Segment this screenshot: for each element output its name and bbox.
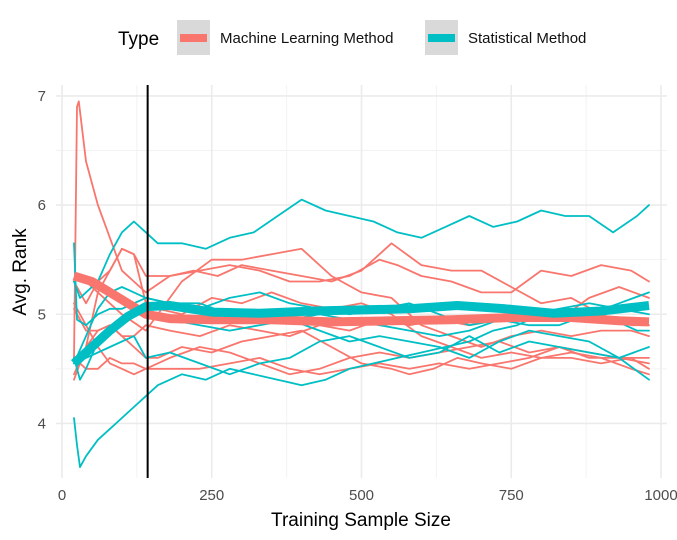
x-tick-label: 1000	[644, 487, 677, 504]
x-tick-label: 500	[349, 487, 374, 504]
machine-learning-series-line-0	[73, 247, 650, 348]
statistical-series-line-12	[73, 335, 650, 376]
machine-learning-series-line-1	[73, 100, 650, 359]
x-tick-label: 0	[58, 487, 66, 504]
x-axis-title: Training Sample Size	[271, 510, 451, 531]
series-layer	[70, 100, 650, 469]
y-tick-label: 6	[38, 197, 46, 214]
y-tick-label: 7	[38, 88, 46, 105]
tick-labels: 0 250 500 750 1000 4 5 6 7	[38, 88, 677, 504]
y-axis-title: Avg. Rank	[10, 228, 31, 316]
legend-title: Type	[118, 29, 159, 50]
legend-label-statistical: Statistical Method	[468, 30, 586, 47]
y-tick-label: 5	[38, 306, 46, 323]
machine-learning-series-line-7	[73, 307, 650, 376]
x-tick-label: 750	[499, 487, 524, 504]
legend: Type Machine Learning Method Statistical…	[118, 20, 586, 55]
statistical-smooth-line	[70, 301, 650, 367]
legend-label-machine-learning: Machine Learning Method	[220, 30, 393, 47]
statistical-series-line-8	[73, 198, 650, 299]
x-tick-label: 250	[199, 487, 224, 504]
y-tick-label: 4	[38, 415, 46, 432]
